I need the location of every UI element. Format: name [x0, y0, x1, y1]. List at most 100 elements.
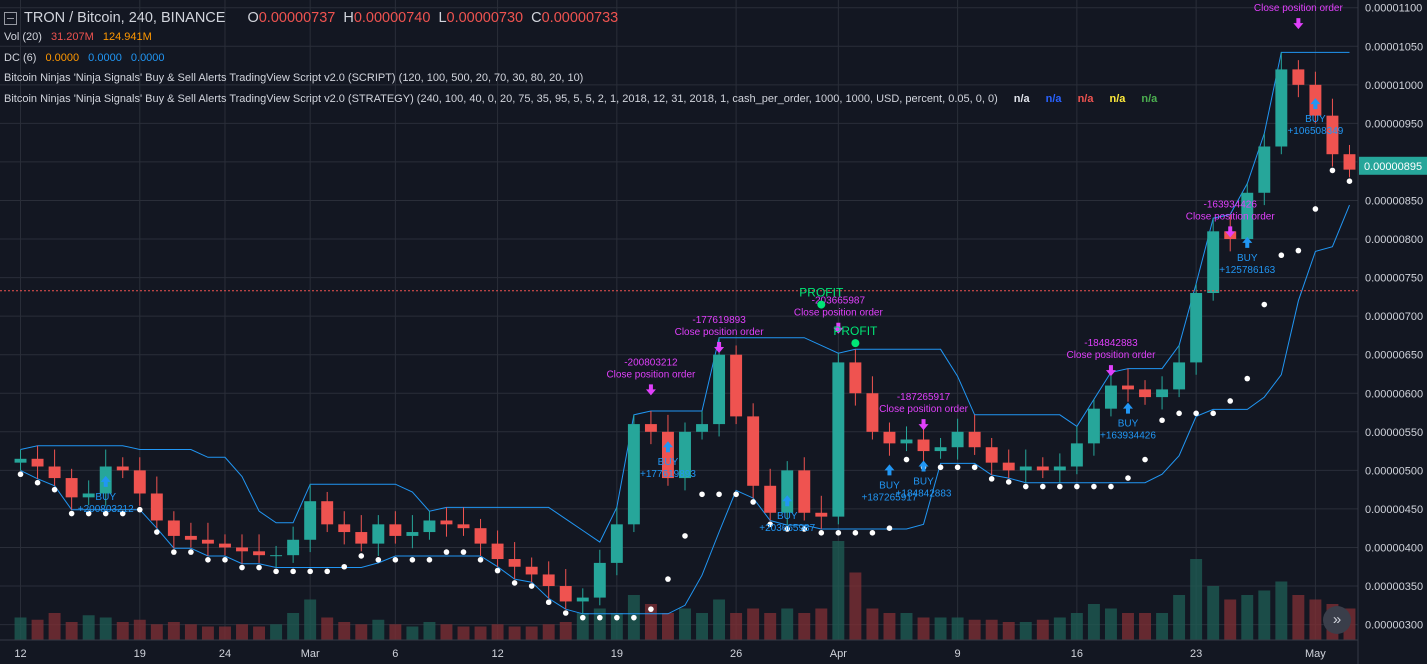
candle-body: [951, 431, 964, 448]
stop-dot: [1022, 483, 1029, 490]
volume-bar: [1053, 617, 1066, 640]
close-arrow-icon: [833, 322, 844, 334]
price-tick-label: 0.00000850: [1365, 195, 1423, 207]
vol-value-2: 124.941M: [102, 31, 152, 43]
collapse-icon[interactable]: [4, 11, 17, 25]
volume-bar: [321, 617, 334, 640]
candle-body: [764, 485, 777, 513]
stop-dot: [358, 553, 365, 559]
stop-dot: [460, 549, 467, 555]
candle-body: [201, 539, 214, 544]
candle-body: [133, 470, 146, 494]
buy-label: BUY: [658, 457, 679, 468]
candle-body: [1343, 154, 1356, 170]
close-value: -203665987: [812, 296, 866, 307]
volume-bar: [338, 622, 351, 640]
open-value: 0.00000737: [258, 10, 336, 26]
candle-body: [1241, 192, 1254, 240]
buy-value: +200803212: [78, 504, 134, 515]
stop-dot: [392, 557, 399, 563]
stop-dot: [1057, 483, 1063, 490]
candle-body: [1190, 293, 1203, 363]
candle-body: [696, 424, 709, 432]
price-tick-label: 0.00000700: [1365, 311, 1423, 323]
stop-dot: [1039, 483, 1046, 490]
stop-dot: [1193, 410, 1199, 417]
volume-bar: [525, 626, 538, 640]
price-tick-label: 0.00000500: [1365, 465, 1423, 477]
volume-bar: [644, 604, 657, 640]
stop-dot: [409, 557, 416, 563]
candle-body: [236, 547, 248, 552]
volume-bar: [1002, 622, 1015, 640]
volume-bar: [883, 613, 896, 640]
profit-label: PROFIT: [799, 286, 844, 300]
time-tick-label: 26: [730, 648, 742, 660]
candle-body: [1207, 231, 1220, 294]
volume-bar: [1019, 622, 1032, 640]
profit-marker: [851, 339, 860, 348]
stop-dot: [631, 614, 637, 621]
candle-body: [253, 551, 266, 556]
stop-dot: [699, 491, 705, 498]
candle-body: [781, 470, 794, 513]
volume-bar: [696, 613, 709, 640]
volume-bar: [150, 624, 163, 640]
candle-body: [1275, 69, 1288, 147]
time-tick-label: 6: [392, 648, 398, 660]
stop-dot: [154, 529, 160, 535]
script-indicator-legend[interactable]: Bitcoin Ninjas 'Ninja Signals' Buy & Sel…: [4, 72, 589, 84]
double-chevron-right-icon[interactable]: »: [1323, 606, 1351, 634]
volume-bar: [559, 622, 572, 640]
volume-bar: [815, 608, 828, 640]
volume-bar: [781, 608, 794, 640]
volume-bar: [1104, 608, 1117, 640]
volume-bar: [764, 613, 777, 640]
stop-dot: [324, 568, 331, 575]
price-tick-label: 0.00000550: [1365, 427, 1423, 439]
buy-value: +187265917: [862, 492, 918, 503]
close-label: Close position order: [1066, 350, 1156, 361]
stop-dot: [562, 610, 569, 616]
stop-dot: [205, 557, 211, 563]
stop-dot: [1176, 410, 1182, 417]
volume-bar: [201, 626, 214, 640]
candle-body: [1326, 115, 1339, 155]
stop-dot: [1346, 178, 1353, 185]
close-label: Close position order: [606, 369, 696, 380]
time-tick-label: 12: [14, 648, 26, 660]
volume-indicator-legend[interactable]: Vol (20) 31.207M 124.941M: [4, 31, 158, 43]
time-axis[interactable]: 12 19 24 Mar 6 12 19 26 Apr 9 16 23 May: [0, 639, 1358, 660]
candle-body: [1156, 389, 1169, 398]
stop-dot: [886, 525, 893, 531]
volume-bar: [917, 617, 930, 640]
stop-dot: [511, 580, 518, 586]
candle-body: [31, 458, 44, 467]
volume-bar: [1087, 604, 1100, 640]
volume-bar: [372, 619, 385, 640]
stop-dot: [426, 557, 433, 563]
dc-indicator-legend[interactable]: DC (6) 0.0000 0.0000 0.0000: [4, 52, 171, 64]
close-value: -125786163: [1272, 0, 1326, 2]
close-label: Close position order: [1186, 211, 1276, 222]
price-axis[interactable]: 0.00001100 0.00001050 0.00001000 0.00000950…: [1357, 0, 1427, 664]
stop-dot: [1329, 167, 1336, 174]
stop-dot: [869, 530, 876, 536]
candle-body: [1002, 462, 1015, 471]
volume-bar: [576, 613, 589, 640]
candle-body: [713, 354, 726, 425]
volume-bar: [679, 608, 691, 640]
symbol-title[interactable]: TRON / Bitcoin, 240, BINANCE: [24, 10, 226, 26]
stop-dot: [51, 486, 58, 493]
stop-dot: [1227, 398, 1234, 404]
candle-body: [1104, 385, 1117, 409]
volume-bar: [304, 599, 317, 640]
candle-body: [934, 447, 947, 452]
candle-body: [559, 586, 572, 602]
volume-bar: [1139, 613, 1151, 640]
strategy-indicator-legend[interactable]: Bitcoin Ninjas 'Ninja Signals' Buy & Sel…: [4, 93, 1163, 105]
buy-label: BUY: [1118, 419, 1139, 430]
stop-dot: [648, 606, 654, 612]
volume-bar: [1036, 619, 1049, 640]
